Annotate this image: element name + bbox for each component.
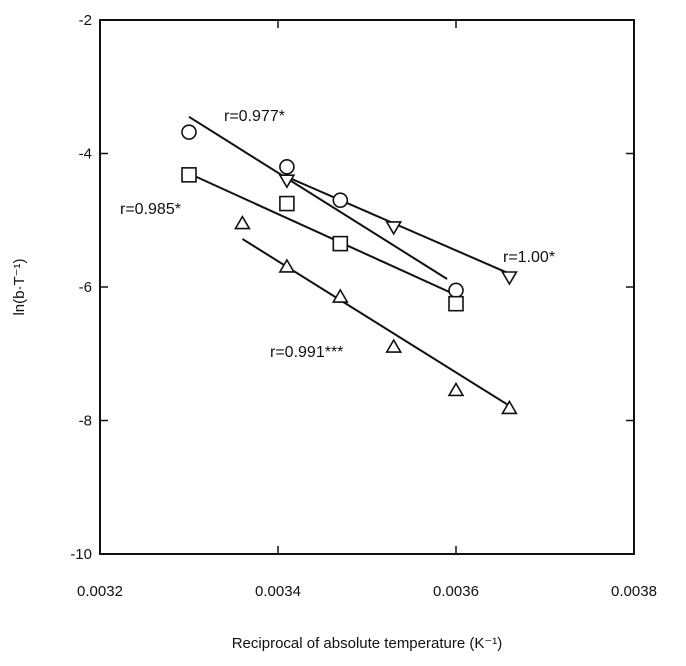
data-point-triangle-up bbox=[234, 214, 251, 230]
annotations: r=0.977* r=0.985* r=1.00* r=0.991*** bbox=[120, 108, 555, 361]
data-point-circle bbox=[332, 192, 349, 209]
data-point-triangle-up bbox=[501, 399, 518, 415]
data-point-triangle-down bbox=[501, 271, 518, 286]
x-tick-label: 0.0036 bbox=[433, 583, 479, 600]
data-point-triangle-down bbox=[385, 221, 403, 236]
data-markers bbox=[181, 124, 518, 415]
data-point-triangle-up bbox=[278, 258, 296, 273]
y-tick-label: -6 bbox=[79, 279, 92, 296]
x-tick-label: 0.0032 bbox=[77, 583, 123, 600]
data-point-square bbox=[332, 235, 349, 252]
x-axis-title: Reciprocal of absolute temperature (K⁻¹) bbox=[232, 635, 503, 652]
fit-lines bbox=[188, 115, 510, 407]
fit-line bbox=[188, 172, 457, 296]
data-point-triangle-up bbox=[331, 288, 349, 303]
plot-frame bbox=[99, 19, 635, 555]
fit-annotation: r=0.985* bbox=[120, 201, 181, 218]
x-tick-label: 0.0034 bbox=[255, 583, 301, 600]
fit-annotation: r=1.00* bbox=[503, 249, 555, 266]
fit-annotation: r=0.991*** bbox=[270, 344, 343, 361]
data-point-square bbox=[279, 195, 295, 212]
fit-line bbox=[188, 115, 448, 280]
y-tick-label: -10 bbox=[70, 546, 92, 563]
axis-ticks: 0.0032 0.0034 0.0036 0.0038 -10 -8 -6 -4 -2 bbox=[70, 12, 657, 600]
data-point-square bbox=[448, 295, 464, 312]
data-point-square bbox=[181, 167, 197, 183]
fit-annotation: r=0.977* bbox=[224, 108, 285, 125]
data-point-circle bbox=[279, 159, 295, 175]
y-tick-label: -4 bbox=[79, 146, 92, 163]
data-point-triangle-up bbox=[447, 381, 465, 397]
data-point-circle bbox=[181, 124, 197, 140]
data-point-triangle-down bbox=[278, 174, 296, 189]
data-point-triangle-up bbox=[385, 338, 403, 353]
data-point-circle bbox=[448, 282, 464, 299]
y-axis-title: ln(b·T⁻¹) bbox=[11, 258, 28, 315]
y-tick-label: -8 bbox=[79, 413, 92, 430]
y-tick-label: -2 bbox=[79, 12, 92, 29]
fit-line bbox=[241, 238, 510, 407]
x-tick-label: 0.0038 bbox=[611, 583, 657, 600]
